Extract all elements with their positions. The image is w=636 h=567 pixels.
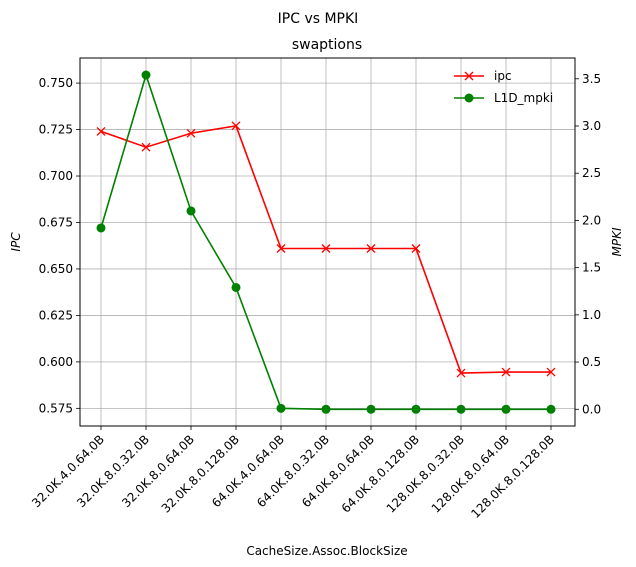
data-point-ipc (276, 244, 286, 253)
data-point-L1D_mpki (411, 404, 421, 414)
data-point-L1D_mpki (231, 282, 241, 292)
y-axis-label-left: IPC (9, 232, 23, 252)
data-point-L1D_mpki (96, 223, 106, 233)
y-tick-label-left: 0.725 (39, 123, 73, 137)
x-axis-label: CacheSize.Assoc.BlockSize (246, 544, 407, 558)
y-tick-label-right: 0.5 (582, 355, 601, 369)
y-tick-label-right: 3.5 (582, 72, 601, 86)
legend-marker-L1D_mpki (464, 93, 474, 103)
y-axis-label-right: MPKI (610, 227, 624, 256)
data-point-ipc (321, 244, 331, 253)
y-tick-label-right: 1.5 (582, 261, 601, 275)
x-tick-label: 64.0K.8.0.128.0B (339, 432, 422, 515)
y-tick-label-right: 0.0 (582, 402, 601, 416)
data-point-ipc (366, 244, 376, 253)
data-point-L1D_mpki (321, 404, 331, 414)
plot-frame (79, 57, 576, 427)
series-lines (96, 70, 556, 414)
data-point-ipc (456, 368, 466, 378)
data-point-ipc (186, 128, 196, 138)
y-tick-label-right: 1.0 (582, 308, 601, 322)
data-point-L1D_mpki (276, 403, 286, 413)
data-point-ipc (141, 142, 151, 152)
legend-label-L1D_mpki: L1D_mpki (494, 91, 553, 105)
data-point-ipc (546, 367, 556, 377)
y-tick-label-left: 0.575 (39, 401, 73, 415)
y-tick-label-right: 3.0 (582, 119, 601, 133)
data-point-ipc (501, 367, 511, 377)
legend-marker-ipc (464, 71, 474, 81)
data-point-ipc (231, 121, 241, 131)
y-tick-label-right: 2.5 (582, 166, 601, 180)
y-tick-label-left: 0.675 (39, 215, 73, 229)
grid (80, 58, 575, 426)
axes: 32.0K.4.0.64.0B32.0K.8.0.32.0B32.0K.8.0.… (29, 72, 601, 521)
x-tick-label: 128.0K.8.0.128.0B (468, 432, 557, 521)
chart-suptitle: IPC vs MPKI (278, 11, 359, 27)
y-tick-label-left: 0.600 (39, 355, 73, 369)
x-tick-label: 128.0K.8.0.64.0B (429, 432, 512, 515)
legend: ipc L1D_mpki (454, 69, 553, 105)
x-tick-label: 32.0K.8.0.128.0B (159, 432, 242, 515)
data-point-L1D_mpki (501, 404, 511, 414)
chart-title: swaptions (292, 37, 362, 53)
data-point-ipc (411, 244, 421, 253)
data-point-L1D_mpki (366, 404, 376, 414)
y-tick-label-left: 0.750 (39, 76, 73, 90)
legend-label-ipc: ipc (494, 69, 512, 83)
data-point-L1D_mpki (546, 404, 556, 414)
y-tick-label-left: 0.700 (39, 169, 73, 183)
data-point-L1D_mpki (186, 206, 196, 216)
y-tick-label-right: 2.0 (582, 213, 601, 227)
data-point-ipc (96, 126, 106, 136)
y-tick-label-left: 0.625 (39, 308, 73, 322)
y-tick-label-left: 0.650 (39, 262, 73, 276)
data-point-L1D_mpki (141, 70, 151, 80)
data-point-L1D_mpki (456, 404, 466, 414)
x-tick-label: 128.0K.8.0.32.0B (384, 432, 467, 515)
